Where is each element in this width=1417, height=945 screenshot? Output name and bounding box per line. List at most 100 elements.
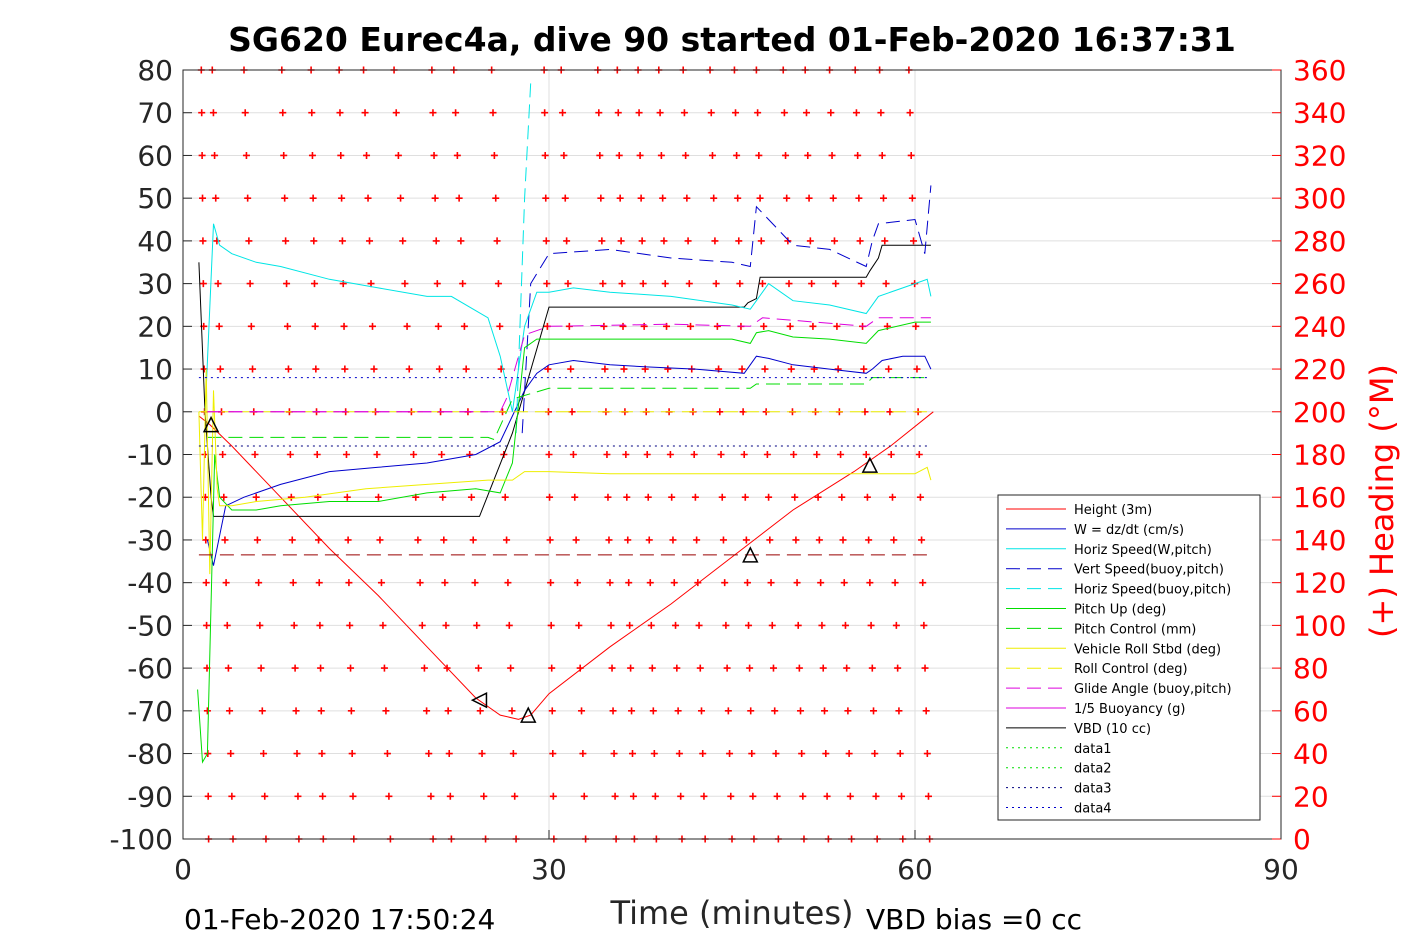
heading-marker (446, 792, 454, 800)
heading-marker (348, 750, 356, 758)
heading-marker (290, 621, 298, 629)
y-right-tick-label: 360 (1293, 54, 1346, 87)
heading-marker (923, 750, 931, 758)
heading-marker (420, 664, 428, 672)
heading-marker (773, 792, 781, 800)
heading-marker (794, 621, 802, 629)
heading-marker (383, 750, 391, 758)
heading-marker (545, 451, 553, 458)
heading-marker (727, 792, 735, 800)
y-right-tick-label: 160 (1293, 481, 1346, 514)
series-pitch_ctrl (207, 377, 931, 441)
heading-marker (200, 365, 208, 373)
heading-marker (885, 365, 893, 373)
heading-marker (199, 280, 207, 288)
legend-label: VBD (10 cc) (1074, 722, 1151, 737)
event-marker (520, 706, 537, 723)
heading-marker (336, 109, 344, 117)
y-right-tick-label: 120 (1293, 567, 1346, 600)
heading-marker (403, 322, 411, 330)
heading-marker (605, 536, 613, 544)
heading-marker (374, 493, 382, 501)
heading-marker (467, 493, 475, 501)
heading-marker (580, 792, 588, 800)
heading-marker (866, 579, 874, 587)
heading-marker (734, 194, 742, 202)
heading-marker (882, 280, 890, 288)
heading-marker (373, 451, 381, 458)
legend-label: data1 (1074, 742, 1112, 757)
heading-marker (214, 280, 222, 288)
heading-marker (622, 451, 630, 458)
legend-label: Glide Angle (buoy,pitch) (1074, 682, 1232, 697)
heading-marker (341, 365, 349, 373)
heading-marker (707, 109, 715, 117)
heading-marker (224, 664, 232, 672)
axes: 80706050403020100-10-20-30-40-50-60-70-8… (109, 54, 1346, 886)
heading-marker (560, 151, 568, 159)
heading-marker (549, 750, 557, 758)
x-tick-label: 60 (897, 853, 933, 886)
heading-marker (561, 194, 569, 202)
heading-marker (338, 237, 346, 245)
right-axis-label: (+) Heading (°M) (1363, 364, 1401, 638)
heading-marker (425, 750, 433, 758)
heading-marker (242, 151, 250, 159)
y-right-tick-label: 200 (1293, 396, 1346, 429)
heading-marker (466, 451, 474, 458)
y-right-tick-label: 240 (1293, 310, 1346, 343)
heading-marker (309, 194, 317, 202)
heading-marker (379, 621, 387, 629)
heading-marker (199, 194, 207, 202)
heading-marker (504, 579, 512, 587)
heading-marker (888, 493, 896, 501)
y-tick-label: 0 (155, 396, 173, 429)
heading-marker (832, 280, 840, 288)
heading-marker (856, 237, 864, 245)
heading-marker (401, 280, 409, 288)
heading-marker (887, 451, 895, 458)
heading-marker (711, 237, 719, 245)
heading-marker (439, 493, 447, 501)
heading-marker (763, 451, 771, 458)
heading-marker (606, 579, 614, 587)
heading-marker (244, 194, 252, 202)
heading-marker (469, 536, 477, 544)
heading-marker (476, 707, 484, 715)
heading-marker (733, 151, 741, 159)
heading-marker (833, 322, 841, 330)
heading-marker (310, 280, 318, 288)
heading-marker (769, 664, 777, 672)
legend-label: Vert Speed(buoy,pitch) (1074, 563, 1224, 578)
heading-marker (868, 664, 876, 672)
heading-marker (814, 493, 822, 501)
heading-marker (569, 451, 577, 458)
heading-marker (700, 792, 708, 800)
heading-marker (656, 109, 664, 117)
heading-marker (509, 750, 517, 758)
heading-marker (614, 109, 622, 117)
heading-marker (844, 707, 852, 715)
heading-marker (799, 792, 807, 800)
heading-marker (432, 237, 440, 245)
heading-marker (255, 579, 263, 587)
heading-marker (806, 237, 814, 245)
heading-marker (399, 237, 407, 245)
heading-marker (735, 237, 743, 245)
x-tick-label: 0 (174, 853, 192, 886)
heading-marker (908, 194, 916, 202)
heading-marker (431, 194, 439, 202)
heading-marker (600, 322, 608, 330)
heading-marker (907, 151, 915, 159)
heading-marker (607, 621, 615, 629)
heading-marker (603, 451, 611, 458)
heading-marker (338, 194, 346, 202)
heading-marker (646, 579, 654, 587)
legend-label: Pitch Up (deg) (1074, 603, 1166, 618)
heading-marker (629, 750, 637, 758)
y-tick-label: 40 (137, 225, 173, 258)
heading-marker (247, 322, 255, 330)
heading-marker (312, 365, 320, 373)
heading-marker (845, 750, 853, 758)
